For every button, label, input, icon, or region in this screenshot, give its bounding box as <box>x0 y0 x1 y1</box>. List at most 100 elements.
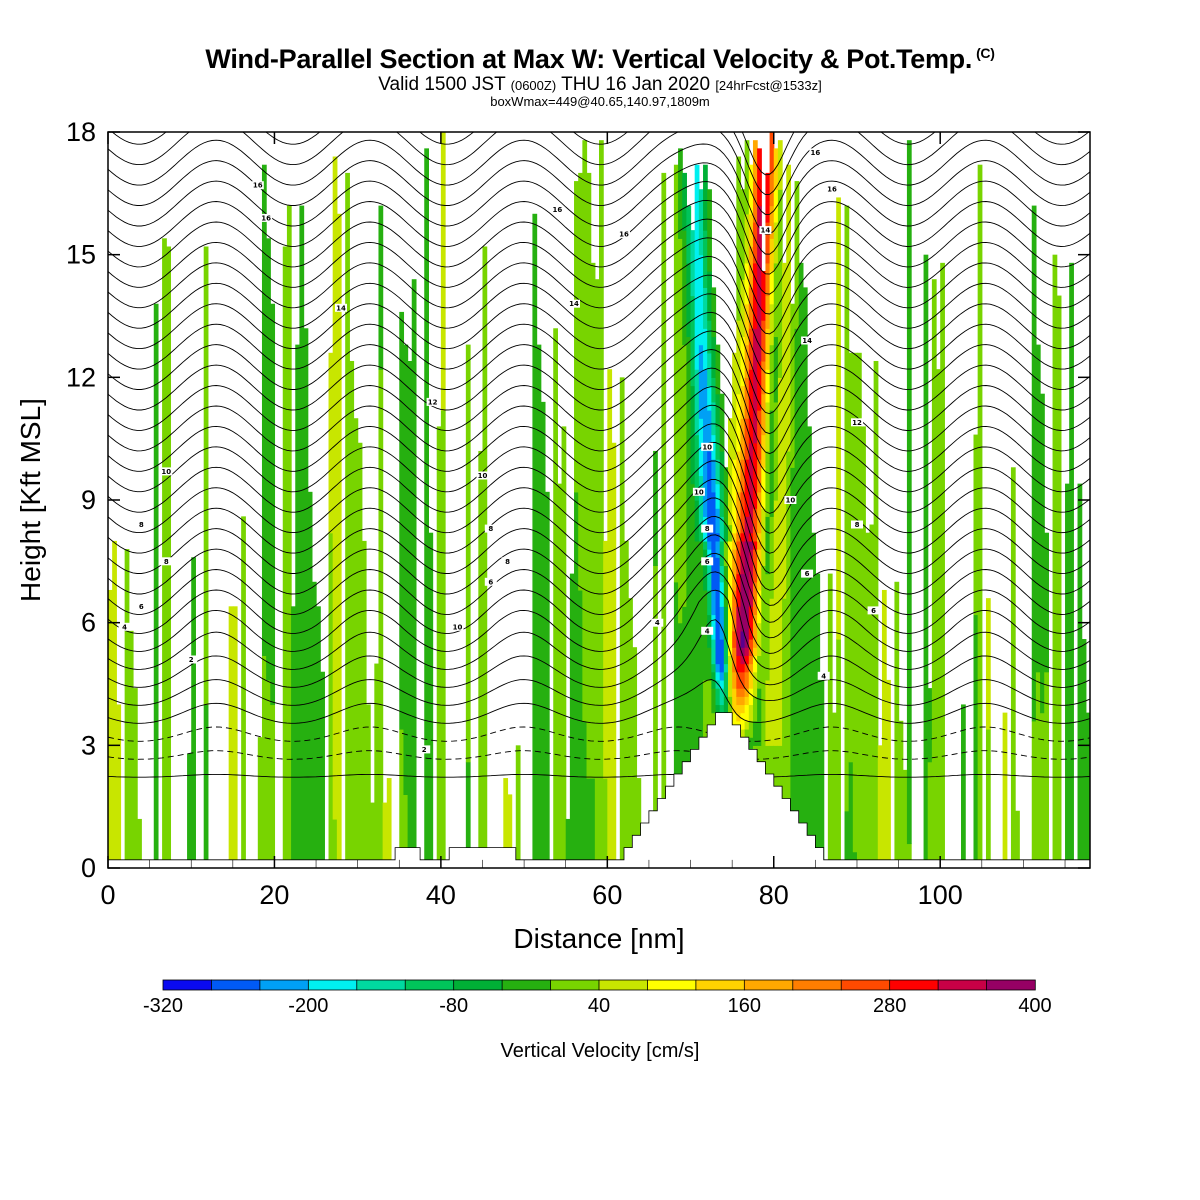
contour-label: 8 <box>855 521 860 529</box>
velocity-cell <box>985 728 991 868</box>
velocity-cell <box>936 369 941 868</box>
theta-contour <box>108 311 1090 415</box>
theta-contour <box>108 423 1090 534</box>
contour-label: 8 <box>705 525 710 533</box>
velocity-cell <box>757 410 762 460</box>
velocity-cell <box>769 410 775 517</box>
velocity-cell <box>740 704 746 714</box>
velocity-cell <box>336 213 342 861</box>
contour-label-bg <box>260 213 273 222</box>
velocity-cell <box>865 532 871 868</box>
contour-label: 16 <box>619 231 629 239</box>
contour-label: 16 <box>827 186 837 194</box>
contour-label-bg <box>809 148 822 157</box>
velocity-cell <box>703 589 708 681</box>
velocity-cell <box>382 802 388 868</box>
contour-label-bg <box>784 496 797 504</box>
velocity-cell <box>711 688 717 714</box>
velocity-cell <box>590 262 596 779</box>
velocity-cell <box>428 532 434 868</box>
velocity-cell <box>299 205 305 868</box>
velocity-cell <box>902 769 908 868</box>
velocity-cell <box>732 688 737 714</box>
velocity-cell <box>540 401 546 868</box>
velocity-cell <box>307 491 313 868</box>
velocity-cell <box>719 606 725 640</box>
contour-label: 2 <box>422 746 427 754</box>
contour-label-bg <box>817 671 830 680</box>
contour-label: 6 <box>805 570 810 578</box>
velocity-cell <box>752 614 758 648</box>
x-tick-label: 100 <box>918 880 963 910</box>
velocity-cell <box>694 434 700 501</box>
velocity-cell <box>574 181 579 493</box>
colorbar-tick-label: 160 <box>728 995 761 1017</box>
velocity-cell <box>736 156 742 321</box>
velocity-cell <box>594 279 600 861</box>
y-tick-label: 18 <box>66 117 96 147</box>
velocity-cell <box>361 540 367 868</box>
contour-label: 8 <box>488 525 493 533</box>
velocity-cell <box>561 426 567 868</box>
velocity-cell <box>748 663 754 673</box>
velocity-cell <box>765 369 771 403</box>
velocity-cell <box>515 745 521 868</box>
velocity-cell <box>844 205 850 812</box>
velocity-cell <box>719 450 725 485</box>
velocity-cell <box>761 393 767 436</box>
velocity-cell <box>782 262 787 599</box>
velocity-cell <box>744 262 750 305</box>
velocity-cell <box>765 679 771 746</box>
velocity-cell <box>761 467 767 509</box>
velocity-cell <box>752 655 758 673</box>
velocity-cell <box>137 818 142 868</box>
velocity-cell <box>678 148 683 239</box>
velocity-cell <box>715 557 721 665</box>
velocity-cell <box>765 401 771 452</box>
velocity-cell <box>931 279 937 868</box>
velocity-cell <box>790 467 796 868</box>
velocity-cell <box>711 434 717 460</box>
velocity-cell <box>752 328 758 444</box>
contour-label-bg <box>501 557 514 566</box>
velocity-cell <box>736 655 742 673</box>
colorbar-swatch <box>162 979 213 991</box>
velocity-cell <box>316 606 321 868</box>
velocity-cell <box>732 712 737 730</box>
x-tick-label: 0 <box>100 880 115 910</box>
theta-contour <box>108 773 1090 778</box>
velocity-cell <box>752 442 758 509</box>
velocity-cell <box>703 540 708 550</box>
y-tick-label: 3 <box>81 730 96 760</box>
velocity-cell <box>557 483 563 868</box>
velocity-cell <box>802 287 808 868</box>
velocity-cell <box>703 230 708 288</box>
velocity-cell <box>744 377 750 419</box>
contour-label-bg <box>185 655 198 664</box>
theta-contour <box>108 571 1090 670</box>
velocity-cell <box>707 647 712 681</box>
velocity-cell <box>636 778 642 868</box>
velocity-cell <box>723 565 729 607</box>
y-tick-label: 9 <box>81 485 96 515</box>
velocity-cell <box>257 737 263 868</box>
velocity-cell <box>765 573 771 681</box>
velocity-cell <box>732 647 737 673</box>
velocity-cell <box>744 540 750 648</box>
contour-label-bg <box>701 626 714 635</box>
velocity-cell <box>886 679 891 868</box>
contour-label: 10 <box>702 443 712 451</box>
contour-label-bg <box>618 230 630 239</box>
velocity-cell <box>740 655 746 665</box>
valid-utc: (0600Z) <box>510 78 557 93</box>
velocity-cell <box>744 344 750 378</box>
contour-label-bg <box>826 185 838 194</box>
velocity-cell <box>744 663 750 673</box>
velocity-cell <box>711 614 717 640</box>
velocity-cell <box>723 606 729 640</box>
velocity-cell <box>703 549 708 591</box>
velocity-cell <box>715 688 721 706</box>
contour-label-bg <box>701 524 714 533</box>
velocity-cell <box>769 344 775 411</box>
colorbar-swatch <box>211 979 261 991</box>
